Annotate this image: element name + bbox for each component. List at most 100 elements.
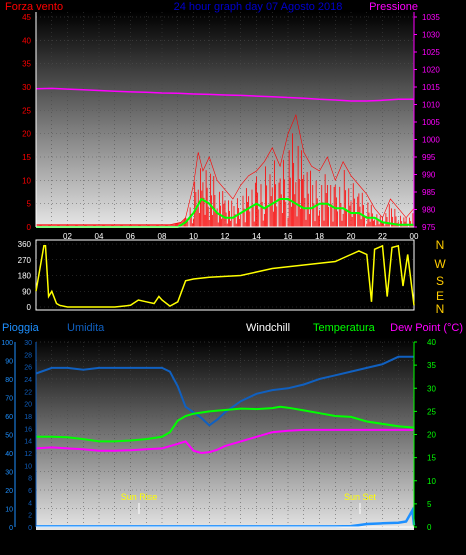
humidity-axis-tick: 6 [28, 488, 32, 495]
wind-axis-tick: 45 [22, 13, 31, 22]
temperature-label: Temperatura [313, 322, 376, 334]
time-axis-tick: 18 [315, 538, 324, 547]
temperature-axis-tick: 0 [427, 523, 432, 532]
wind-axis-tick: 15 [22, 153, 31, 162]
pressure-axis-tick: 1030 [422, 31, 440, 40]
rain-axis-tick: 0 [9, 525, 13, 532]
direction-axis-tick: 0 [27, 303, 32, 312]
direction-letter-n-top: N [436, 238, 445, 252]
time-axis-tick: 22 [378, 232, 387, 241]
time-axis-tick: 02 [63, 538, 72, 547]
temperature-series-line [36, 405, 415, 443]
direction-letter-w: W [434, 257, 446, 271]
humidity-series-line [35, 355, 414, 427]
temperature-axis-tick: 20 [427, 431, 436, 440]
time-axis-tick: 08 [158, 232, 167, 241]
wind-axis-tick: 20 [22, 130, 31, 139]
rain-label: Pioggia [2, 322, 40, 334]
direction-letter-s: S [436, 274, 444, 288]
wind-axis-tick: 5 [27, 200, 32, 209]
time-axis-tick: 10 [189, 538, 198, 547]
time-axis-tick: 20 [347, 538, 356, 547]
pressure-axis-tick: 1005 [422, 118, 440, 127]
temperature-axis-tick: 35 [427, 361, 436, 370]
direction-axis-tick: 270 [18, 256, 32, 265]
pressure-axis-tick: 1010 [422, 101, 440, 110]
humidity-axis-tick: 28 [24, 352, 32, 359]
humidity-axis-tick: 0 [28, 525, 32, 532]
direction-letter-n-bottom: N [436, 302, 445, 316]
wind-axis-tick: 10 [22, 176, 31, 185]
rain-axis-tick: 60 [5, 414, 13, 421]
rain-axis-tick: 50 [5, 433, 13, 440]
wind-axis-tick: 35 [22, 60, 31, 69]
temperature-axis-tick: 10 [427, 477, 436, 486]
direction-axis-tick: 90 [22, 287, 31, 296]
temperature-axis-tick: 25 [427, 407, 436, 416]
temperature-axis-tick: 30 [427, 384, 436, 393]
pressure-axis-tick: 1025 [422, 48, 440, 57]
temperature-axis-tick: 15 [427, 454, 436, 463]
rain-axis-tick: 80 [5, 377, 13, 384]
wind-direction-series-line [35, 244, 415, 308]
time-axis-tick: 12 [221, 232, 230, 241]
wind-axis-tick: 25 [22, 106, 31, 115]
humidity-label: Umidita [67, 322, 105, 334]
direction-axis-tick: 360 [18, 240, 32, 249]
rain-axis-tick: 100 [1, 340, 13, 347]
top-panel-bg [36, 12, 414, 227]
humidity-axis-tick: 22 [24, 389, 32, 396]
humidity-axis-tick: 26 [24, 365, 32, 372]
humidity-axis-tick: 16 [24, 426, 32, 433]
humidity-axis-tick: 4 [28, 500, 32, 507]
dewpoint-label: Dew Point (°C) [390, 322, 463, 334]
pressure-series-line [35, 87, 414, 102]
direction-axis-tick: 180 [18, 272, 32, 281]
time-axis-tick: 14 [252, 232, 261, 241]
humidity-axis-tick: 30 [24, 340, 32, 347]
wind-axis-tick: 30 [22, 83, 31, 92]
humidity-axis-tick: 10 [24, 463, 32, 470]
time-axis-tick: 16 [284, 232, 293, 241]
wind-average-series-line [36, 197, 414, 228]
pressure-axis-tick: 995 [422, 153, 436, 162]
time-axis-tick: 22 [378, 538, 387, 547]
wind-axis-tick: 40 [22, 36, 31, 45]
graph-title: 24 hour graph day 07 Agosto 2018 [174, 1, 343, 13]
time-axis-tick: 14 [252, 538, 261, 547]
sun-rise-label: Sun Rise [121, 492, 158, 502]
direction-letter-e: E [436, 289, 444, 303]
wind-force-label: Forza vento [5, 1, 63, 13]
humidity-axis-tick: 12 [24, 451, 32, 458]
time-axis-tick: 12 [221, 538, 230, 547]
time-axis-tick: 20 [347, 232, 356, 241]
wind-gust-series-line [36, 114, 415, 225]
rain-axis-tick: 20 [5, 488, 13, 495]
time-axis-tick: 18 [315, 232, 324, 241]
direction-panel-bg [35, 239, 415, 311]
pressure-label: Pressione [369, 1, 418, 13]
rain-series-line [36, 506, 416, 528]
dewpoint-series-line [35, 428, 414, 455]
rain-axis-tick: 10 [5, 507, 13, 514]
time-axis-tick: 04 [95, 232, 104, 241]
time-axis-tick: 16 [284, 538, 293, 547]
time-axis-tick: 06 [126, 538, 135, 547]
humidity-axis-tick: 8 [28, 476, 32, 483]
time-axis-tick: 00 [410, 232, 419, 241]
rain-axis-tick: 40 [5, 451, 13, 458]
time-axis-tick: 06 [126, 232, 135, 241]
pressure-axis-tick: 990 [422, 171, 436, 180]
time-axis-tick: 02 [63, 232, 72, 241]
temperature-axis-tick: 5 [427, 500, 432, 509]
humidity-axis-tick: 18 [24, 414, 32, 421]
time-axis-tick: 08 [158, 538, 167, 547]
pressure-axis-tick: 1000 [422, 136, 440, 145]
rain-axis-tick: 70 [5, 396, 13, 403]
pressure-axis-tick: 985 [422, 188, 436, 197]
temperature-axis-tick: 40 [427, 338, 436, 347]
pressure-axis-tick: 1020 [422, 66, 440, 75]
humidity-axis-tick: 20 [24, 402, 32, 409]
